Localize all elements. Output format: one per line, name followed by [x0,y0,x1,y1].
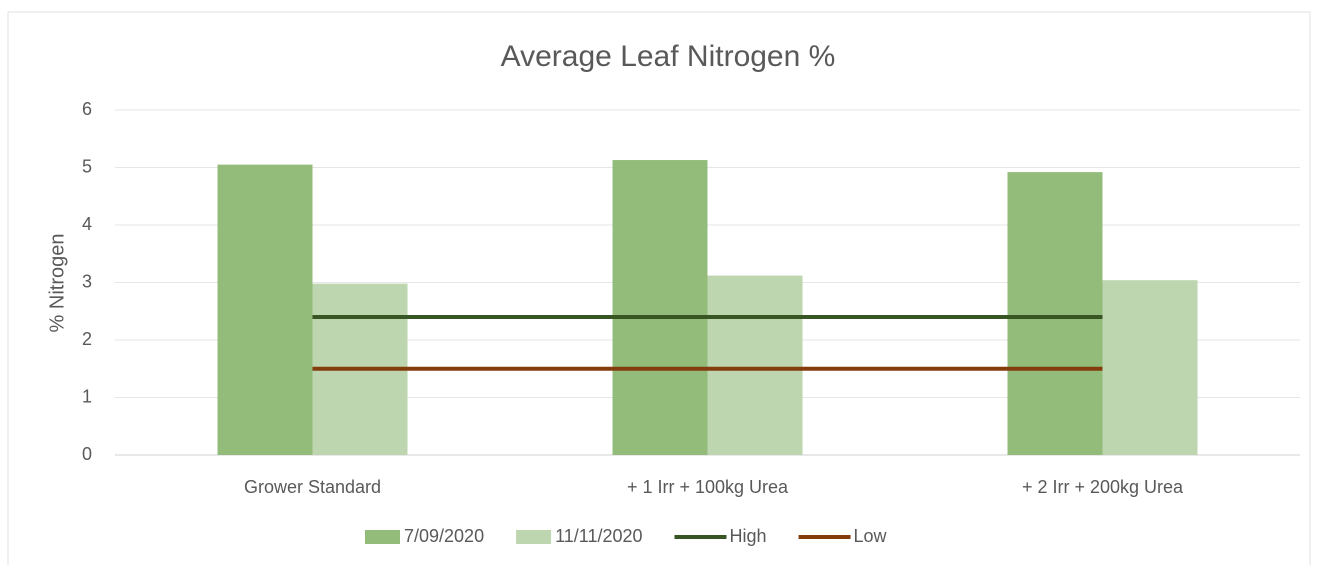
legend-label: 11/11/2020 [555,526,642,546]
bar [1102,280,1198,455]
bar [1007,172,1103,455]
legend-label: 7/09/2020 [404,526,484,546]
bar [612,160,708,455]
legend-label: High [730,526,767,546]
y-tick-label: 1 [82,386,92,406]
bar [217,164,313,455]
y-tick-label: 6 [82,99,92,119]
x-tick-label: + 1 Irr + 100kg Urea [627,477,789,497]
y-tick-label: 2 [82,329,92,349]
x-tick-label: Grower Standard [244,477,381,497]
legend-swatch [516,530,552,544]
bar [707,275,803,455]
y-tick-label: 0 [82,444,92,464]
y-tick-label: 3 [82,271,92,291]
chart-border [7,11,1311,565]
y-tick-label: 5 [82,156,92,176]
y-tick-label: 4 [82,214,92,234]
y-axis-label: % Nitrogen [46,234,68,333]
legend-swatch [365,530,400,544]
chart-title: Average Leaf Nitrogen % [501,40,836,73]
legend-label: Low [854,526,888,546]
x-tick-label: + 2 Irr + 200kg Urea [1022,477,1184,497]
